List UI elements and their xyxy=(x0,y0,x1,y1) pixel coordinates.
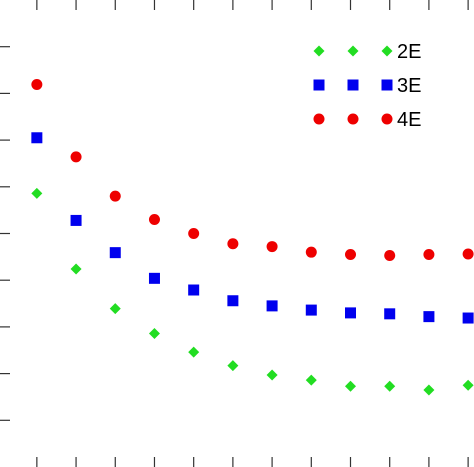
data-point-4E xyxy=(31,79,43,91)
legend-label-4E: 4E xyxy=(397,109,421,131)
data-point-2E xyxy=(423,384,435,396)
series-3E xyxy=(31,132,474,324)
data-point-3E xyxy=(423,311,435,323)
data-point-3E xyxy=(266,300,278,312)
data-point-4E xyxy=(462,248,474,260)
data-point-2E xyxy=(462,379,474,391)
legend: 2E 3E 4E xyxy=(313,41,421,131)
legend-marker-3E xyxy=(347,79,359,91)
data-point-2E xyxy=(188,346,200,358)
legend-label-3E: 3E xyxy=(397,75,421,97)
data-point-2E xyxy=(305,374,317,386)
legend-marker-4E xyxy=(381,113,393,125)
plot-marks xyxy=(31,79,474,396)
data-point-4E xyxy=(305,246,317,258)
data-point-3E xyxy=(148,272,160,284)
data-point-2E xyxy=(109,303,121,315)
series-4E xyxy=(31,79,474,261)
data-point-3E xyxy=(109,247,121,259)
data-point-2E xyxy=(345,380,357,392)
data-point-4E xyxy=(384,249,396,261)
data-point-2E xyxy=(31,187,43,199)
legend-marker-3E xyxy=(381,79,393,91)
legend-marker-2E xyxy=(347,45,359,57)
data-point-4E xyxy=(345,249,357,261)
data-point-3E xyxy=(70,214,82,226)
data-point-2E xyxy=(148,327,160,339)
data-point-2E xyxy=(70,263,82,275)
data-point-3E xyxy=(188,284,200,296)
data-point-4E xyxy=(148,213,160,225)
data-point-3E xyxy=(305,304,317,316)
data-point-2E xyxy=(266,369,278,381)
data-point-4E xyxy=(423,249,435,261)
data-point-4E xyxy=(266,241,278,253)
data-point-3E xyxy=(345,307,357,319)
data-point-3E xyxy=(31,132,43,144)
legend-label-2E: 2E xyxy=(397,41,421,63)
series-2E xyxy=(31,187,474,396)
data-point-4E xyxy=(227,238,239,250)
legend-marker-4E xyxy=(313,113,325,125)
data-point-3E xyxy=(462,312,474,324)
data-point-3E xyxy=(384,308,396,320)
data-point-4E xyxy=(70,151,82,163)
data-point-2E xyxy=(384,380,396,392)
data-point-4E xyxy=(109,190,121,202)
legend-marker-2E xyxy=(313,45,325,57)
data-point-3E xyxy=(227,295,239,307)
legend-marker-3E xyxy=(313,79,325,91)
legend-marker-4E xyxy=(347,113,359,125)
data-point-4E xyxy=(188,228,200,239)
legend-marker-2E xyxy=(381,45,393,57)
data-point-2E xyxy=(227,360,239,372)
